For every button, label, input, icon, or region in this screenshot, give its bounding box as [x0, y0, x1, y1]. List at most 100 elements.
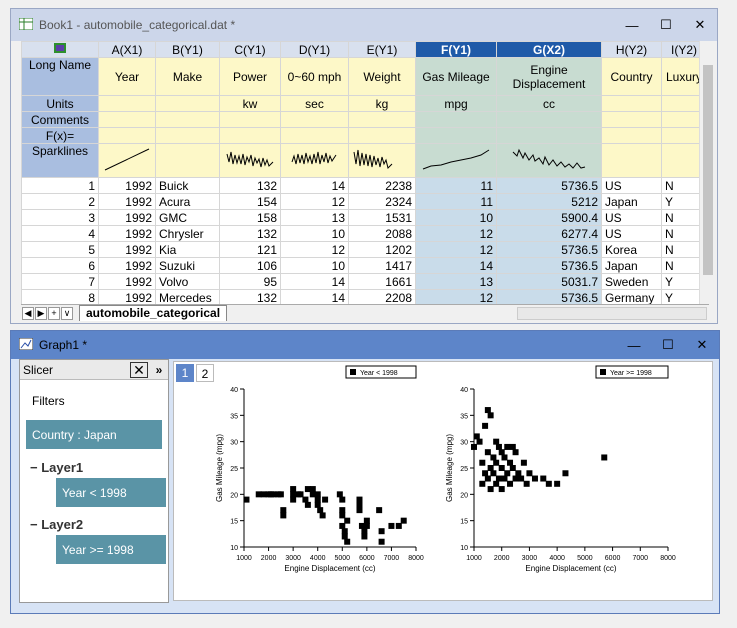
table-cell[interactable]: 1992 — [98, 193, 156, 210]
table-cell[interactable]: GMC — [155, 209, 220, 226]
table-cell[interactable]: 12 — [415, 289, 497, 304]
long-name-e[interactable]: Weight — [348, 57, 416, 96]
long-name-b[interactable]: Make — [155, 57, 220, 96]
layer-tab-1[interactable]: 1 — [176, 364, 194, 382]
table-cell[interactable]: 14 — [280, 177, 349, 194]
table-cell[interactable]: 1202 — [348, 241, 416, 258]
table-cell[interactable]: N — [661, 225, 707, 242]
sparkline-c[interactable] — [219, 143, 281, 178]
long-name-c[interactable]: Power — [219, 57, 281, 96]
minimize-button[interactable]: — — [625, 17, 639, 33]
table-cell[interactable]: Germany — [601, 289, 662, 304]
add-sheet-button[interactable]: + — [48, 306, 60, 320]
table-cell[interactable]: 1992 — [98, 273, 156, 290]
table-cell[interactable]: US — [601, 225, 662, 242]
row-label-units[interactable]: Units — [21, 95, 99, 112]
col-header-b[interactable]: B(Y1) — [155, 41, 220, 58]
table-cell[interactable]: Buick — [155, 177, 220, 194]
long-name-f[interactable]: Gas Mileage — [415, 57, 497, 96]
table-cell[interactable]: Mercedes — [155, 289, 220, 304]
table-cell[interactable]: 2208 — [348, 289, 416, 304]
long-name-g[interactable]: Engine Displacement — [496, 57, 602, 96]
table-cell[interactable]: 132 — [219, 177, 281, 194]
long-name-a[interactable]: Year — [98, 57, 156, 96]
table-cell[interactable]: Y — [661, 289, 707, 304]
table-cell[interactable]: 12 — [280, 241, 349, 258]
scroll-thumb[interactable] — [703, 65, 713, 275]
sparkline-f[interactable] — [415, 143, 497, 178]
table-cell[interactable]: Chrysler — [155, 225, 220, 242]
table-cell[interactable]: 10 — [280, 257, 349, 274]
col-header-c[interactable]: C(Y1) — [219, 41, 281, 58]
table-cell[interactable]: 13 — [280, 209, 349, 226]
table-cell[interactable]: N — [661, 209, 707, 226]
table-cell[interactable]: US — [601, 209, 662, 226]
table-cell[interactable]: 1992 — [98, 177, 156, 194]
table-cell[interactable]: 1661 — [348, 273, 416, 290]
layer2-label[interactable]: − Layer2 — [30, 517, 84, 532]
table-cell[interactable]: 5736.5 — [496, 289, 602, 304]
table-cell[interactable]: N — [661, 257, 707, 274]
table-cell[interactable]: Korea — [601, 241, 662, 258]
table-cell[interactable]: 158 — [219, 209, 281, 226]
row-header[interactable]: 6 — [21, 257, 99, 274]
vertical-scrollbar[interactable] — [699, 41, 715, 304]
table-cell[interactable]: 12 — [280, 193, 349, 210]
layer1-label[interactable]: − Layer1 — [30, 460, 84, 475]
table-cell[interactable]: 121 — [219, 241, 281, 258]
units-h[interactable] — [601, 95, 662, 112]
table-cell[interactable]: 1992 — [98, 241, 156, 258]
row-header[interactable]: 2 — [21, 193, 99, 210]
units-d[interactable]: sec — [280, 95, 349, 112]
table-cell[interactable]: Kia — [155, 241, 220, 258]
table-cell[interactable]: Suzuki — [155, 257, 220, 274]
table-cell[interactable]: 1992 — [98, 209, 156, 226]
table-cell[interactable]: 11 — [415, 193, 497, 210]
maximize-button[interactable]: ☐ — [660, 17, 672, 32]
table-cell[interactable]: 5031.7 — [496, 273, 602, 290]
table-cell[interactable]: 5900.4 — [496, 209, 602, 226]
layer1-chip[interactable]: Year < 1998 — [56, 478, 166, 507]
table-cell[interactable]: 12 — [415, 225, 497, 242]
graph-close-button[interactable]: ✕ — [696, 337, 708, 352]
table-cell[interactable]: 5736.5 — [496, 257, 602, 274]
col-header-i[interactable]: I(Y2) — [661, 41, 707, 58]
table-cell[interactable]: 10 — [280, 225, 349, 242]
table-cell[interactable]: 5736.5 — [496, 177, 602, 194]
table-cell[interactable]: 1531 — [348, 209, 416, 226]
row-label-comments[interactable]: Comments — [21, 111, 99, 128]
units-c[interactable]: kw — [219, 95, 281, 112]
row-header[interactable]: 8 — [21, 289, 99, 304]
graph-maximize-button[interactable]: ☐ — [662, 337, 674, 352]
row-header[interactable]: 7 — [21, 273, 99, 290]
units-b[interactable] — [155, 95, 220, 112]
long-name-h[interactable]: Country — [601, 57, 662, 96]
slicer-expand-icon[interactable]: » — [155, 362, 163, 377]
table-cell[interactable]: Japan — [601, 257, 662, 274]
layer-tab-2[interactable]: 2 — [196, 364, 214, 382]
table-cell[interactable]: 2238 — [348, 177, 416, 194]
filter-chip-country[interactable]: Country : Japan — [26, 420, 162, 449]
table-cell[interactable]: 154 — [219, 193, 281, 210]
table-cell[interactable]: 95 — [219, 273, 281, 290]
graph-page[interactable]: 1 2 1000 2000 3000 4000 5000 6000 7000 8000 10 15… — [173, 361, 713, 601]
table-cell[interactable]: 13 — [415, 273, 497, 290]
row-label-formula[interactable]: F(x)= — [21, 127, 99, 144]
table-cell[interactable]: 1992 — [98, 225, 156, 242]
units-a[interactable] — [98, 95, 156, 112]
long-name-d[interactable]: 0~60 mph — [280, 57, 349, 96]
row-label-sparklines[interactable]: Sparklines — [21, 143, 99, 178]
sparkline-e[interactable] — [348, 143, 416, 178]
row-header[interactable]: 3 — [21, 209, 99, 226]
layer2-chip[interactable]: Year >= 1998 — [56, 535, 166, 564]
units-g[interactable]: cc — [496, 95, 602, 112]
graph-minimize-button[interactable]: — — [627, 337, 641, 353]
row-header[interactable]: 4 — [21, 225, 99, 242]
tab-prev-button[interactable]: ◀ — [22, 306, 34, 320]
table-cell[interactable]: 10 — [415, 209, 497, 226]
col-header-h[interactable]: H(Y2) — [601, 41, 662, 58]
table-cell[interactable]: 12 — [415, 241, 497, 258]
table-cell[interactable]: 11 — [415, 177, 497, 194]
table-cell[interactable]: Japan — [601, 193, 662, 210]
corner-select-all[interactable] — [21, 41, 99, 58]
